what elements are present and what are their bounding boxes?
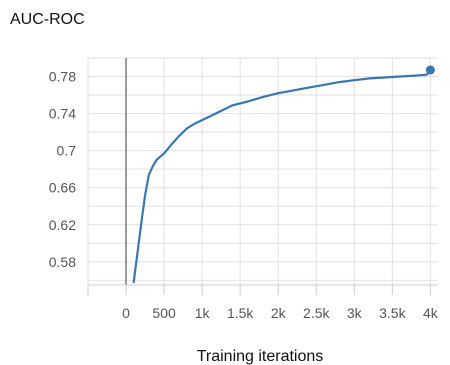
y-tick-label: 0.7 — [57, 143, 77, 159]
series-line — [132, 68, 432, 284]
x-tick-label: 500 — [152, 305, 176, 321]
y-tick-label: 0.78 — [49, 69, 76, 85]
series-layer — [132, 65, 435, 284]
chart-title: AUC-ROC — [10, 11, 85, 28]
x-tick-label: 3k — [347, 305, 363, 321]
x-tick-label: 1k — [195, 305, 211, 321]
x-tick-label: 1.5k — [227, 305, 254, 321]
y-tick-label: 0.74 — [49, 106, 76, 122]
series-end-point — [425, 65, 435, 75]
grid — [87, 57, 438, 286]
y-tick-label: 0.58 — [49, 254, 76, 270]
y-tick-label: 0.62 — [49, 217, 76, 233]
x-tick-label: 2k — [271, 305, 287, 321]
y-tick-label: 0.66 — [49, 180, 76, 196]
x-axis-label: Training iterations — [197, 348, 324, 365]
x-tick-label: 4k — [423, 305, 439, 321]
x-tick-label: 0 — [122, 305, 130, 321]
ticks: 0.58 0.62 0.66 0.7 0.74 0.78 0 500 1k 1.5k 2k 2.5k 3… — [49, 69, 439, 321]
x-tick-label: 3.5k — [379, 305, 406, 321]
x-tick-label: 2.5k — [303, 305, 330, 321]
